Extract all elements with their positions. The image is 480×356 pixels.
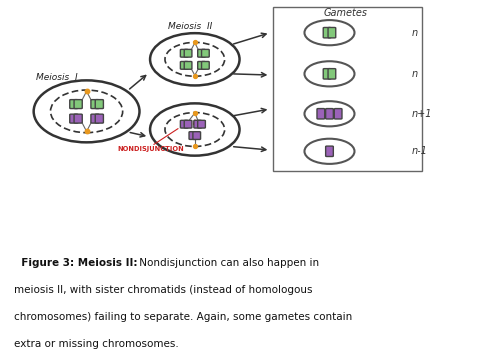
Text: chromosomes) failing to separate. Again, some gametes contain: chromosomes) failing to separate. Again,… <box>14 312 352 322</box>
Text: extra or missing chromosomes.: extra or missing chromosomes. <box>14 339 179 349</box>
FancyBboxPatch shape <box>197 49 205 57</box>
FancyBboxPatch shape <box>323 69 330 79</box>
FancyBboxPatch shape <box>316 109 324 119</box>
Text: Meiosis  I: Meiosis I <box>36 73 78 82</box>
FancyBboxPatch shape <box>192 132 200 140</box>
FancyBboxPatch shape <box>334 109 341 119</box>
FancyBboxPatch shape <box>91 114 99 123</box>
FancyBboxPatch shape <box>189 132 196 140</box>
FancyBboxPatch shape <box>323 27 330 38</box>
Text: Meiosis  II: Meiosis II <box>168 22 212 31</box>
Text: n: n <box>410 69 417 79</box>
FancyBboxPatch shape <box>201 49 209 57</box>
FancyBboxPatch shape <box>327 27 335 38</box>
FancyBboxPatch shape <box>325 109 333 119</box>
FancyBboxPatch shape <box>74 114 82 123</box>
FancyBboxPatch shape <box>184 62 192 69</box>
FancyBboxPatch shape <box>325 146 333 157</box>
Text: Figure 3: Meiosis II:: Figure 3: Meiosis II: <box>14 258 138 268</box>
FancyBboxPatch shape <box>180 120 188 128</box>
FancyBboxPatch shape <box>184 120 192 128</box>
FancyBboxPatch shape <box>201 62 209 69</box>
Text: n: n <box>410 28 417 38</box>
FancyBboxPatch shape <box>70 114 78 123</box>
Text: n-1: n-1 <box>410 146 426 156</box>
Text: Nondisjunction can also happen in: Nondisjunction can also happen in <box>135 258 318 268</box>
FancyBboxPatch shape <box>193 120 201 128</box>
Text: Gametes: Gametes <box>323 8 367 18</box>
FancyBboxPatch shape <box>70 100 78 109</box>
FancyBboxPatch shape <box>184 49 192 57</box>
FancyBboxPatch shape <box>74 100 82 109</box>
FancyBboxPatch shape <box>197 62 205 69</box>
FancyBboxPatch shape <box>95 114 103 123</box>
FancyBboxPatch shape <box>91 100 99 109</box>
Text: NONDISJUNCTION: NONDISJUNCTION <box>118 146 184 152</box>
FancyBboxPatch shape <box>95 100 103 109</box>
FancyBboxPatch shape <box>180 49 188 57</box>
Text: n+1: n+1 <box>410 109 431 119</box>
FancyBboxPatch shape <box>180 62 188 69</box>
Text: meiosis II, with sister chromatids (instead of homologous: meiosis II, with sister chromatids (inst… <box>14 285 312 295</box>
FancyBboxPatch shape <box>197 120 205 128</box>
FancyBboxPatch shape <box>327 69 335 79</box>
